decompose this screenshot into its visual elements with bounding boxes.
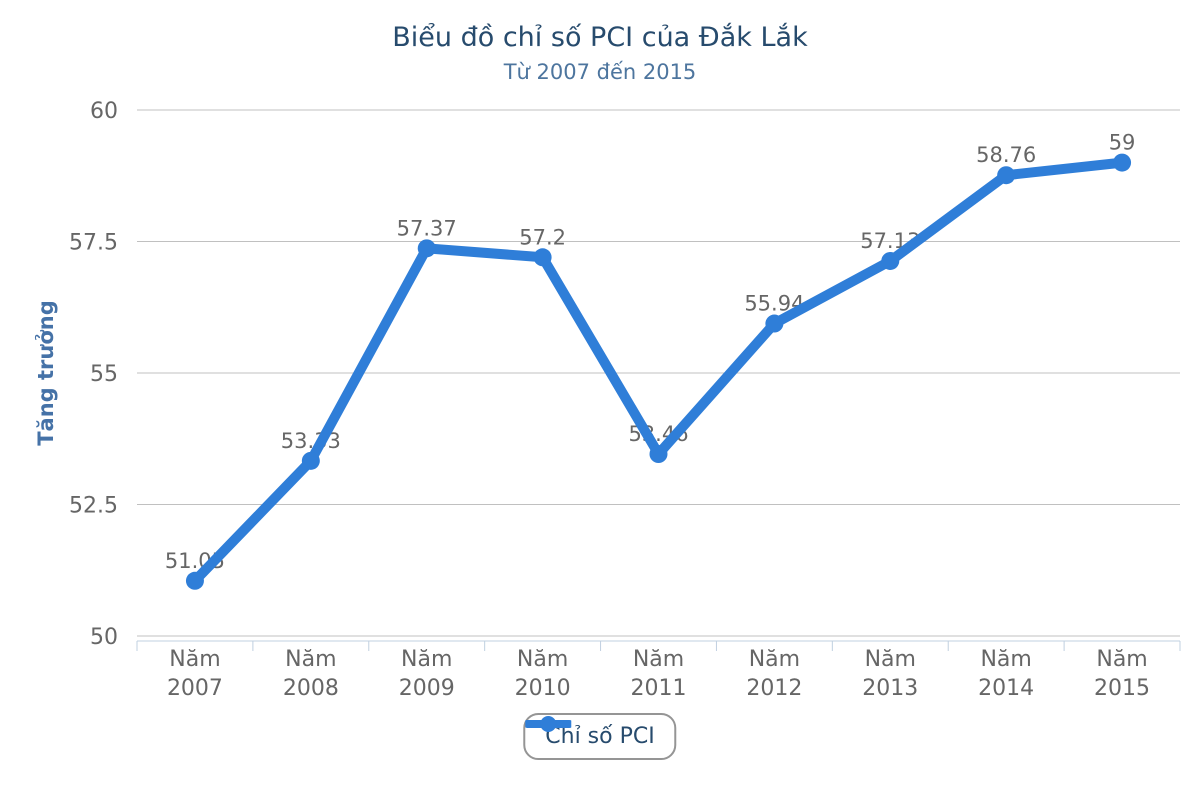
y-axis-tick-label: 55	[90, 362, 118, 387]
data-point-marker[interactable]	[185, 571, 204, 590]
legend[interactable]: Chỉ số PCI	[523, 713, 677, 760]
data-point-marker[interactable]	[533, 248, 552, 267]
data-point-marker[interactable]	[881, 251, 900, 270]
x-axis-category-label: Năm 2012	[746, 647, 802, 701]
x-axis-category-label: Năm 2010	[515, 647, 571, 701]
x-axis-category-label: Năm 2008	[283, 647, 339, 701]
data-point-marker[interactable]	[997, 166, 1016, 185]
chart-title: Biểu đồ chỉ số PCI của Đắk Lắk	[392, 22, 808, 53]
chart-subtitle: Từ 2007 đến 2015	[503, 60, 697, 84]
x-axis-category-label: Năm 2015	[1094, 647, 1150, 701]
legend-item-label: Chỉ số PCI	[545, 724, 655, 749]
y-axis-tick-label: 57.5	[69, 231, 118, 256]
y-axis-tick-label: 52.5	[69, 494, 118, 519]
x-axis-category-label: Năm 2011	[631, 647, 687, 701]
y-axis-tick-label: 50	[90, 625, 118, 650]
legend-series-symbol	[525, 716, 572, 732]
data-point-marker[interactable]	[417, 239, 436, 258]
x-axis-category-label: Năm 2007	[167, 647, 223, 701]
data-point-label: 57.37	[397, 216, 457, 240]
data-point-label: 58.76	[976, 143, 1036, 167]
data-point-marker[interactable]	[765, 314, 784, 333]
x-axis-category-label: Năm 2013	[862, 647, 918, 701]
data-point-marker[interactable]	[649, 445, 668, 464]
data-point-marker[interactable]	[301, 451, 320, 470]
data-point-label: 59	[1109, 131, 1136, 155]
data-point-marker[interactable]	[1113, 153, 1132, 172]
x-axis-category-label: Năm 2014	[978, 647, 1034, 701]
y-axis-tick-label: 60	[90, 99, 118, 124]
data-point-label: 57.2	[519, 225, 566, 249]
x-axis-category-label: Năm 2009	[399, 647, 455, 701]
series-line	[189, 157, 1128, 586]
